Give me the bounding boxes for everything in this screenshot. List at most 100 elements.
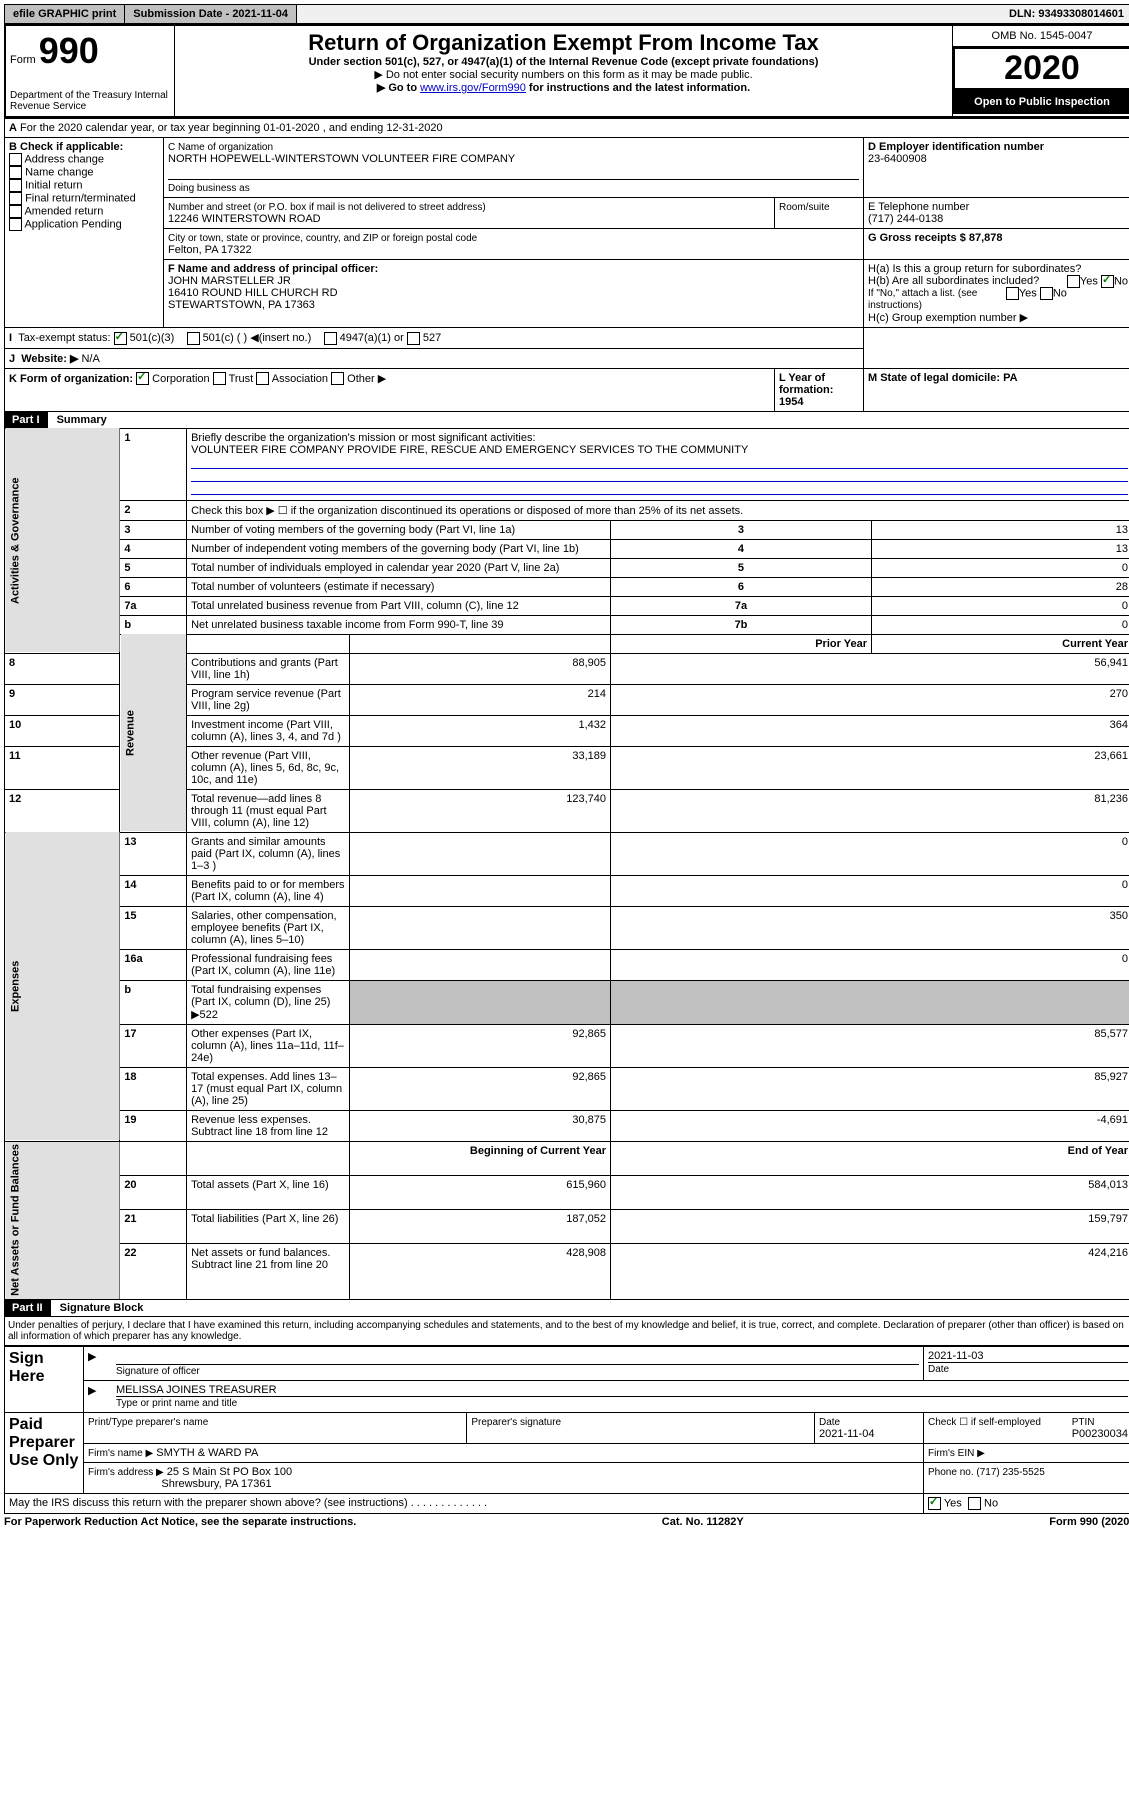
firm-name-label: Firm's name ▶ [88, 1448, 153, 1459]
r12p: 123,740 [350, 789, 611, 832]
opt-trust: Trust [229, 373, 254, 385]
sign-here-label: Sign Here [5, 1347, 84, 1413]
e15n: 15 [120, 906, 187, 949]
open-inspection: Open to Public Inspection [953, 90, 1129, 114]
firm-city: Shrewsbury, PA 17361 [161, 1478, 271, 1490]
chk-initial-return[interactable] [9, 179, 22, 192]
e14t: Benefits paid to or for members (Part IX… [187, 875, 350, 906]
city-label: City or town, state or province, country… [168, 233, 477, 244]
form-subtitle-3: ▶ Go to www.irs.gov/Form990 for instruct… [179, 81, 948, 94]
chk-trust[interactable] [213, 372, 226, 385]
hb-note: If "No," attach a list. (see instruction… [868, 288, 977, 311]
side-governance: Activities & Governance [5, 428, 120, 653]
ptin: P00230034 [1072, 1428, 1128, 1440]
ln6-v: 28 [871, 577, 1129, 596]
n20n: 20 [120, 1175, 187, 1209]
submission-date-button[interactable]: Submission Date - 2021-11-04 [125, 5, 297, 23]
e13c: 0 [611, 832, 1129, 875]
pp-name-label: Print/Type preparer's name [88, 1417, 208, 1428]
opt-501c3: 501(c)(3) [130, 332, 175, 344]
chk-501c[interactable] [187, 332, 200, 345]
n20p: 615,960 [350, 1175, 611, 1209]
hdr-prior: Prior Year [815, 638, 867, 650]
part2-header: Part II Signature Block [4, 1300, 1129, 1316]
opt-initial-return: Initial return [25, 179, 82, 191]
opt-corp: Corporation [152, 373, 209, 385]
chk-assoc[interactable] [256, 372, 269, 385]
e18p: 92,865 [350, 1067, 611, 1110]
e17c: 85,577 [611, 1024, 1129, 1067]
chk-irs-yes[interactable] [928, 1497, 941, 1510]
r8n: 8 [5, 653, 120, 684]
n21t: Total liabilities (Part X, line 26) [187, 1210, 350, 1244]
chk-irs-no[interactable] [968, 1497, 981, 1510]
chk-527[interactable] [407, 332, 420, 345]
dept-label: Department of the Treasury Internal Reve… [10, 90, 170, 112]
r12n: 12 [5, 789, 120, 832]
chk-name-change[interactable] [9, 166, 22, 179]
form-label: Form [10, 54, 36, 66]
form-header: Form 990 Department of the Treasury Inte… [4, 24, 1129, 118]
part2-title: Signature Block [60, 1302, 144, 1314]
ln4-n: 4 [120, 539, 187, 558]
chk-amended[interactable] [9, 205, 22, 218]
chk-corp[interactable] [136, 372, 149, 385]
firm-ein-label: Firm's EIN ▶ [928, 1448, 985, 1459]
ln7b-n: b [120, 615, 187, 634]
chk-4947[interactable] [324, 332, 337, 345]
box-b-label: B Check if applicable: [9, 141, 123, 153]
ln3-v: 13 [871, 520, 1129, 539]
opt-address-change: Address change [24, 153, 104, 165]
omb-number: OMB No. 1545-0047 [953, 25, 1129, 47]
ln5-v: 0 [871, 558, 1129, 577]
ln3-r: 3 [611, 520, 872, 539]
chk-hb-yes[interactable] [1006, 287, 1019, 300]
r8c: 56,941 [611, 653, 1129, 684]
entity-block: A For the 2020 calendar year, or tax yea… [4, 118, 1129, 412]
part1-bar: Part I [4, 412, 48, 428]
r9n: 9 [5, 684, 120, 715]
pp-date-label: Date [819, 1417, 840, 1428]
line1-value: VOLUNTEER FIRE COMPANY PROVIDE FIRE, RES… [191, 444, 748, 456]
irs-link[interactable]: www.irs.gov/Form990 [420, 82, 526, 94]
chk-address-change[interactable] [9, 153, 22, 166]
box-m: M State of legal domicile: PA [868, 372, 1018, 384]
e14c: 0 [611, 875, 1129, 906]
chk-hb-no[interactable] [1040, 287, 1053, 300]
ptin-label: PTIN [1072, 1417, 1095, 1428]
ln7a-v: 0 [871, 596, 1129, 615]
box-d-label: D Employer identification number [868, 141, 1044, 153]
r10p: 1,432 [350, 715, 611, 746]
ln7b-r: 7b [611, 615, 872, 634]
chk-pending[interactable] [9, 218, 22, 231]
ln6-r: 6 [611, 577, 872, 596]
phone-label: Phone no. (717) 235-5525 [928, 1467, 1045, 1478]
firm-addr: 25 S Main St PO Box 100 [167, 1466, 292, 1478]
efile-print-button[interactable]: efile GRAPHIC print [5, 5, 125, 23]
e19p: 30,875 [350, 1110, 611, 1141]
e17p: 92,865 [350, 1024, 611, 1067]
r9t: Program service revenue (Part VIII, line… [187, 684, 350, 715]
irs-discuss-q: May the IRS discuss this return with the… [9, 1497, 408, 1509]
n21p: 187,052 [350, 1210, 611, 1244]
r10n: 10 [5, 715, 120, 746]
chk-ha-no[interactable] [1101, 275, 1114, 288]
lbl-irs-yes: Yes [944, 1498, 962, 1510]
footer-center: Cat. No. 11282Y [662, 1516, 744, 1528]
chk-other[interactable] [331, 372, 344, 385]
hdr-curr: Current Year [1062, 638, 1128, 650]
n22n: 22 [120, 1244, 187, 1300]
r12t: Total revenue—add lines 8 through 11 (mu… [187, 789, 350, 832]
side-net-assets: Net Assets or Fund Balances [5, 1141, 120, 1300]
e14p [350, 875, 611, 906]
footer-left: For Paperwork Reduction Act Notice, see … [4, 1516, 356, 1528]
chk-501c3[interactable] [114, 332, 127, 345]
r11p: 33,189 [350, 746, 611, 789]
hdr-end: End of Year [1068, 1145, 1128, 1157]
box-i-label: Tax-exempt status: [18, 332, 110, 344]
ln3-n: 3 [120, 520, 187, 539]
opt-501c: 501(c) ( ) ◀(insert no.) [203, 332, 312, 344]
chk-final-return[interactable] [9, 192, 22, 205]
officer-name-title: MELISSA JOINES TREASURER [116, 1384, 277, 1396]
chk-ha-yes[interactable] [1067, 275, 1080, 288]
